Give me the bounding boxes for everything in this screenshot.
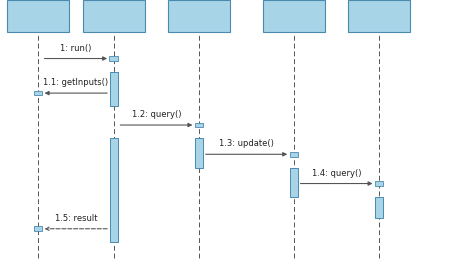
Bar [110, 72, 118, 106]
Bar [290, 152, 298, 157]
Bar [34, 226, 42, 231]
Text: 1.5: result: 1.5: result [55, 214, 97, 223]
Text: 1: run(): 1: run() [60, 44, 91, 53]
Bar [34, 91, 42, 95]
Bar [375, 181, 383, 186]
Text: 1.3: update(): 1.3: update() [219, 139, 274, 148]
Bar [109, 56, 118, 61]
Text: 1.1: getInputs(): 1.1: getInputs() [43, 78, 109, 87]
Bar [7, 0, 69, 32]
Text: 1.2: query(): 1.2: query() [132, 110, 181, 119]
Bar [290, 168, 298, 197]
Bar [110, 138, 118, 242]
Bar [83, 0, 145, 32]
Bar [375, 197, 383, 218]
Text: 1.4: query(): 1.4: query() [312, 169, 361, 178]
Bar [263, 0, 325, 32]
Bar [195, 123, 203, 127]
Bar [195, 138, 203, 168]
Bar [348, 0, 410, 32]
Bar [168, 0, 230, 32]
